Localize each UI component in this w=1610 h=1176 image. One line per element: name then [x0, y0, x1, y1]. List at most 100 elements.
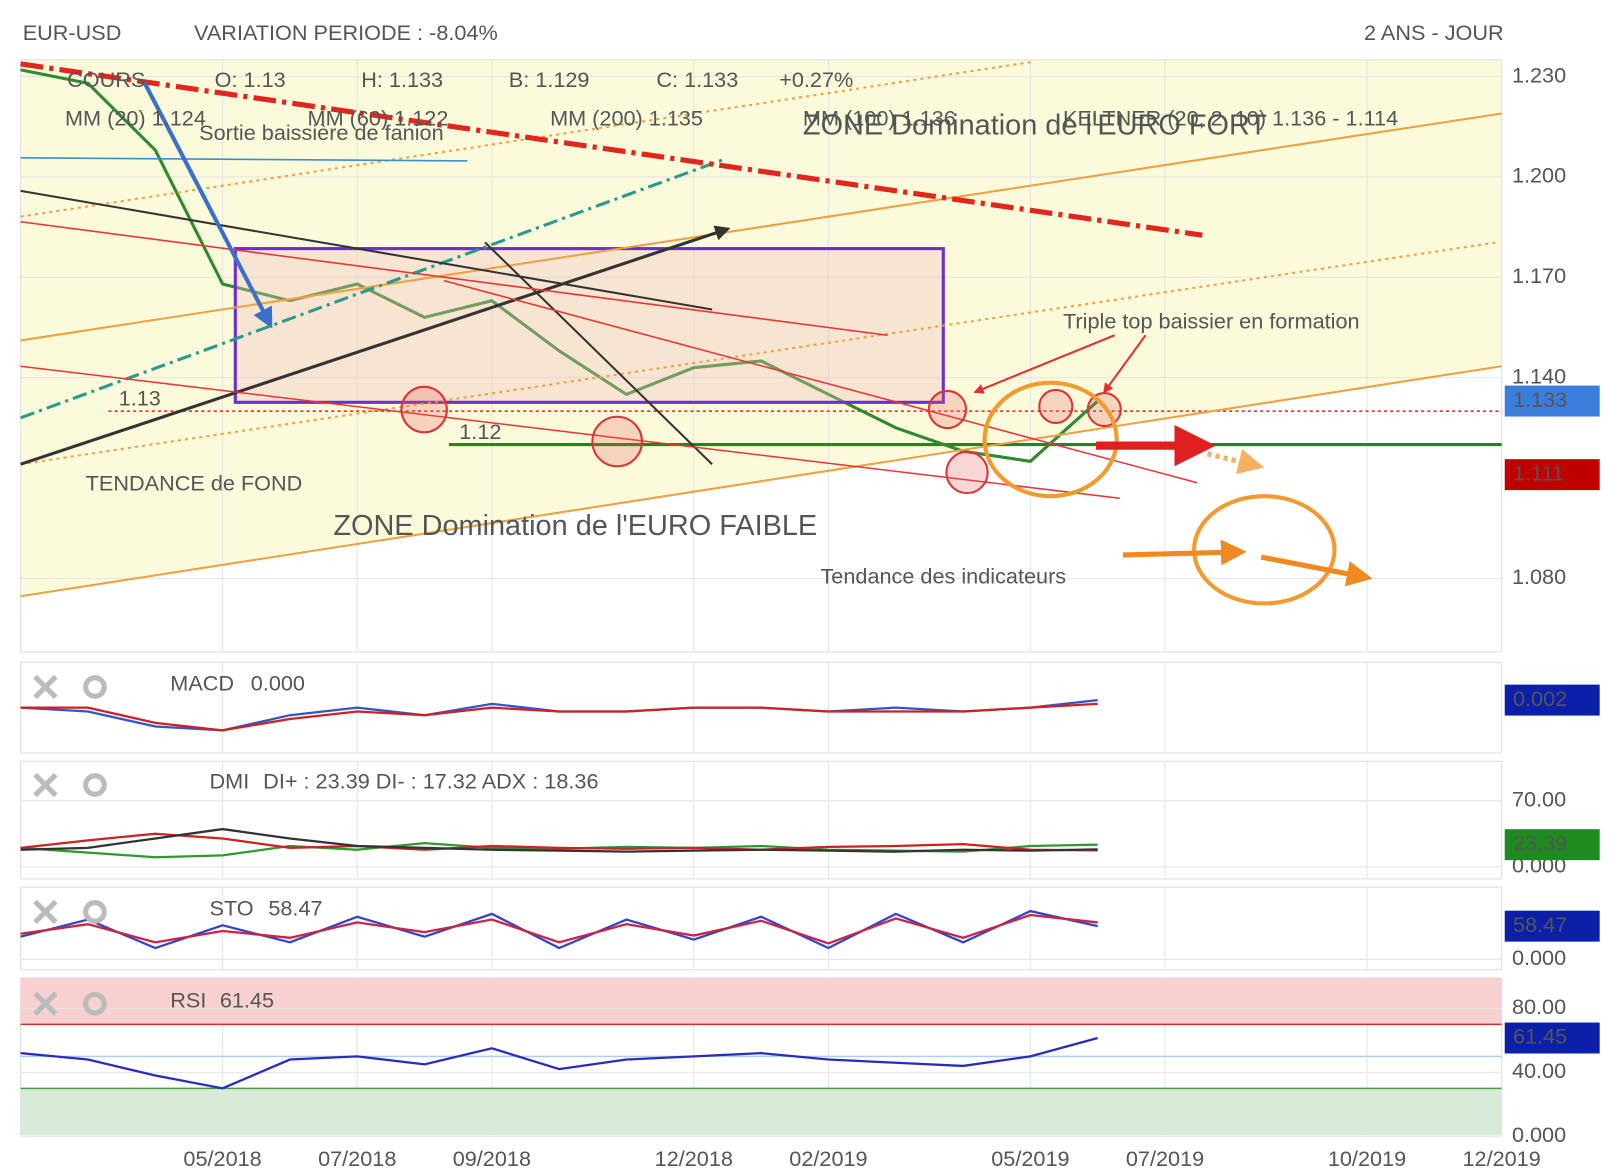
arrow	[1206, 448, 1265, 474]
marker-circle	[945, 450, 989, 495]
arrow	[1103, 334, 1147, 394]
trend-line	[484, 241, 713, 465]
annotation: H: 1.133	[361, 67, 443, 92]
annotation: MM (100) 1.136	[803, 105, 956, 130]
oversold-zone	[20, 1088, 1502, 1135]
settings-icon[interactable]	[83, 900, 107, 924]
x-tick-label: 12/2019	[1462, 1146, 1540, 1171]
value-box-label: 0.002	[1513, 686, 1567, 711]
y-tick-label: 0.000	[1512, 1122, 1566, 1147]
annotation: ZONE Domination de l'EURO FORT	[803, 110, 1267, 142]
trend-line	[20, 225, 731, 466]
x-tick-label: 07/2018	[318, 1146, 396, 1171]
y-tick-label: 1.170	[1512, 263, 1566, 288]
close-icon[interactable]	[33, 772, 58, 798]
marker-circle	[400, 385, 448, 434]
series-line	[20, 68, 1099, 463]
trend-line	[20, 60, 1033, 218]
annotation: Tendance des indicateurs	[820, 563, 1066, 588]
annotation: Triple top baissier en formation	[1063, 309, 1360, 334]
value-box	[1504, 1022, 1600, 1054]
trend-line	[20, 221, 888, 337]
x-tick-label: 12/2018	[655, 1146, 733, 1171]
annotation: TENDANCE de FOND	[86, 471, 303, 496]
value-box	[1504, 829, 1600, 861]
x-tick-label: 09/2018	[453, 1146, 531, 1171]
series-line	[20, 909, 1098, 950]
level-label: 1.12	[459, 419, 501, 444]
annotation: MM (20) 1.124	[65, 105, 206, 130]
annotation: ZONE Domination de l'EURO FAIBLE	[333, 510, 817, 542]
panel-title: DMI	[210, 769, 250, 794]
value-box	[1504, 910, 1600, 942]
annotation: B: 1.129	[509, 67, 590, 92]
price-box	[1504, 459, 1600, 491]
settings-icon[interactable]	[83, 991, 107, 1016]
series-line	[20, 702, 1098, 732]
variation: VARIATION PERIODE : -8.04%	[194, 20, 498, 45]
marker-circle	[927, 389, 968, 430]
annotation: COURS	[67, 67, 145, 92]
y-tick-label: 1.230	[1512, 62, 1566, 87]
panel-readout: DI+ : 23.39 DI- : 17.32 ADX : 18.36	[263, 769, 598, 794]
y-tick-label: 80.00	[1512, 994, 1566, 1019]
y-tick-label: 70.00	[1512, 787, 1566, 812]
x-tick-label: 02/2019	[789, 1146, 867, 1171]
arrow	[142, 81, 273, 329]
period: 2 ANS - JOUR	[1364, 20, 1504, 45]
value-box-label: 61.45	[1513, 1024, 1567, 1049]
annotation: KELTNER (20, 2, 10) 1.136 - 1.114	[1063, 105, 1398, 130]
settings-icon[interactable]	[83, 773, 107, 797]
y-tick-label: 40.00	[1512, 1058, 1566, 1083]
trend-line	[20, 61, 1203, 238]
price-box-label: 1.111	[1513, 460, 1564, 485]
panel-readout: 61.45	[220, 987, 274, 1012]
y-tick-label: 0.000	[1512, 945, 1566, 970]
trend-line	[20, 112, 1502, 342]
panel-readout: 58.47	[268, 896, 322, 921]
close-icon[interactable]	[33, 674, 58, 700]
annotation: Sortie baissière de fanion	[199, 120, 443, 145]
y-tick-label: 1.080	[1512, 564, 1566, 589]
trend-line	[20, 365, 1502, 598]
trend-line	[20, 365, 1120, 500]
range-box	[233, 247, 945, 404]
settings-icon[interactable]	[83, 675, 107, 699]
marker-circle	[591, 415, 643, 468]
series-line	[20, 1036, 1098, 1090]
overbought-zone	[20, 977, 1502, 1025]
arrow	[1122, 539, 1247, 566]
level-label: 1.13	[119, 385, 161, 410]
close-icon[interactable]	[33, 899, 58, 925]
drawings	[20, 60, 1502, 1016]
trend-line	[443, 279, 1198, 484]
marker-circle	[1038, 388, 1074, 424]
x-tick-label: 05/2018	[183, 1146, 261, 1171]
plot-layer	[20, 59, 1503, 1137]
price-box	[1504, 385, 1600, 417]
series-line	[20, 832, 1098, 852]
text-layer: EUR-USD VARIATION PERIODE : -8.04% 2 ANS…	[23, 20, 1600, 1171]
highlight-ellipse	[1192, 494, 1337, 606]
x-tick-label: 10/2019	[1328, 1146, 1406, 1171]
value-box-label: 23.39	[1513, 830, 1567, 855]
trend-line	[20, 189, 713, 311]
panel-title: STO	[210, 896, 254, 921]
value-box	[1504, 684, 1600, 716]
annotation: MM (200) 1.135	[550, 105, 703, 130]
zone-background	[20, 59, 1502, 597]
highlight-ellipse	[982, 380, 1119, 499]
trend-line	[20, 158, 723, 420]
panel-readout: 0.000	[251, 671, 305, 696]
symbol: EUR-USD	[23, 20, 122, 45]
arrow	[1260, 554, 1373, 587]
annotation: +0.27%	[779, 67, 853, 92]
trend-line	[20, 241, 1497, 466]
x-tick-label: 05/2019	[991, 1146, 1069, 1171]
annotation: C: 1.133	[656, 67, 738, 92]
close-icon[interactable]	[33, 991, 58, 1016]
annotation: MM (60) 1.122	[308, 105, 449, 130]
panel-icons	[33, 674, 107, 1016]
